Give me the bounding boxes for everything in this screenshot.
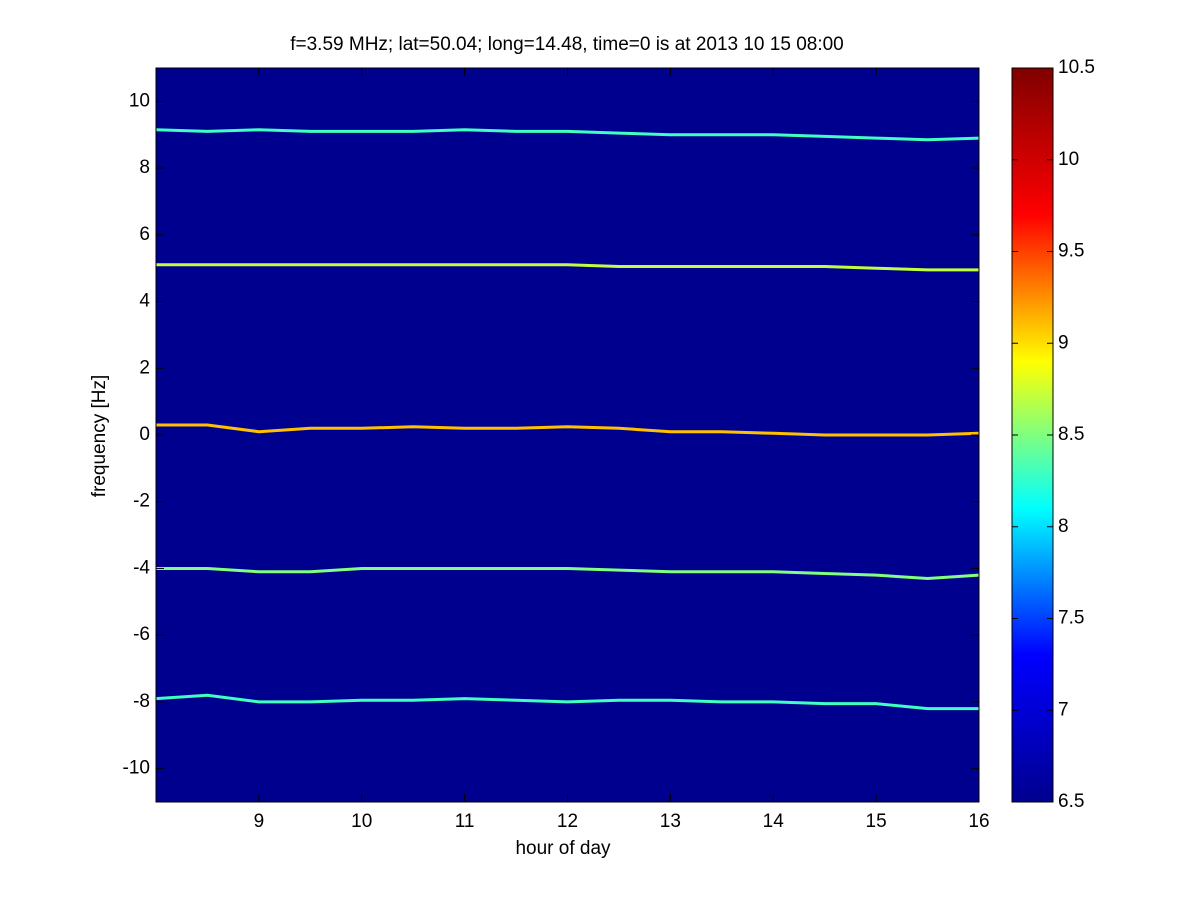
colorbar-tick-label: 7.5 bbox=[1058, 608, 1084, 629]
x-tick-label: 10 bbox=[351, 811, 372, 832]
y-axis-label: frequency [Hz] bbox=[89, 375, 110, 498]
x-tick-label: 16 bbox=[968, 811, 989, 832]
y-tick-label: -8 bbox=[133, 691, 150, 712]
colorbar-tick-label: 10.5 bbox=[1058, 57, 1095, 78]
x-tick-label: 11 bbox=[455, 811, 475, 832]
y-tick-label: -2 bbox=[133, 491, 150, 512]
colorbar-tick-label: 10 bbox=[1058, 149, 1079, 170]
colorbar-tick-label: 9 bbox=[1058, 332, 1069, 353]
y-tick-label: 4 bbox=[139, 291, 150, 312]
y-tick-label: 8 bbox=[139, 157, 150, 178]
x-tick-label: 9 bbox=[254, 811, 265, 832]
colorbar-tick-label: 8.5 bbox=[1058, 424, 1084, 445]
x-tick-label: 12 bbox=[557, 811, 578, 832]
colorbar-tick-label: 9.5 bbox=[1058, 241, 1084, 262]
y-tick-label: -6 bbox=[133, 624, 150, 645]
spectral-ridge bbox=[156, 263, 979, 272]
colorbar-tick-label: 7 bbox=[1058, 699, 1069, 720]
spectral-ridge bbox=[155, 128, 980, 142]
y-tick-label: 0 bbox=[139, 424, 150, 445]
y-tick-label: -10 bbox=[123, 758, 150, 779]
x-tick-label: 13 bbox=[660, 811, 681, 832]
colorbar-tick-label: 8 bbox=[1058, 516, 1069, 537]
y-tick-label: 6 bbox=[139, 224, 150, 245]
spectral-ridge bbox=[156, 567, 980, 581]
spectral-ridge bbox=[156, 423, 980, 437]
colorbar-tick-label: 6.5 bbox=[1058, 791, 1084, 812]
x-tick-label: 15 bbox=[866, 811, 887, 832]
chart-title: f=3.59 MHz; lat=50.04; long=14.48, time=… bbox=[290, 34, 844, 55]
x-axis-label: hour of day bbox=[515, 838, 611, 859]
colorbar bbox=[1011, 67, 1054, 803]
spectral-ridge bbox=[155, 693, 979, 711]
y-tick-label: -4 bbox=[133, 557, 150, 578]
y-tick-label: 10 bbox=[129, 90, 150, 111]
x-tick-label: 14 bbox=[763, 811, 785, 832]
y-tick-label: 2 bbox=[139, 357, 150, 378]
